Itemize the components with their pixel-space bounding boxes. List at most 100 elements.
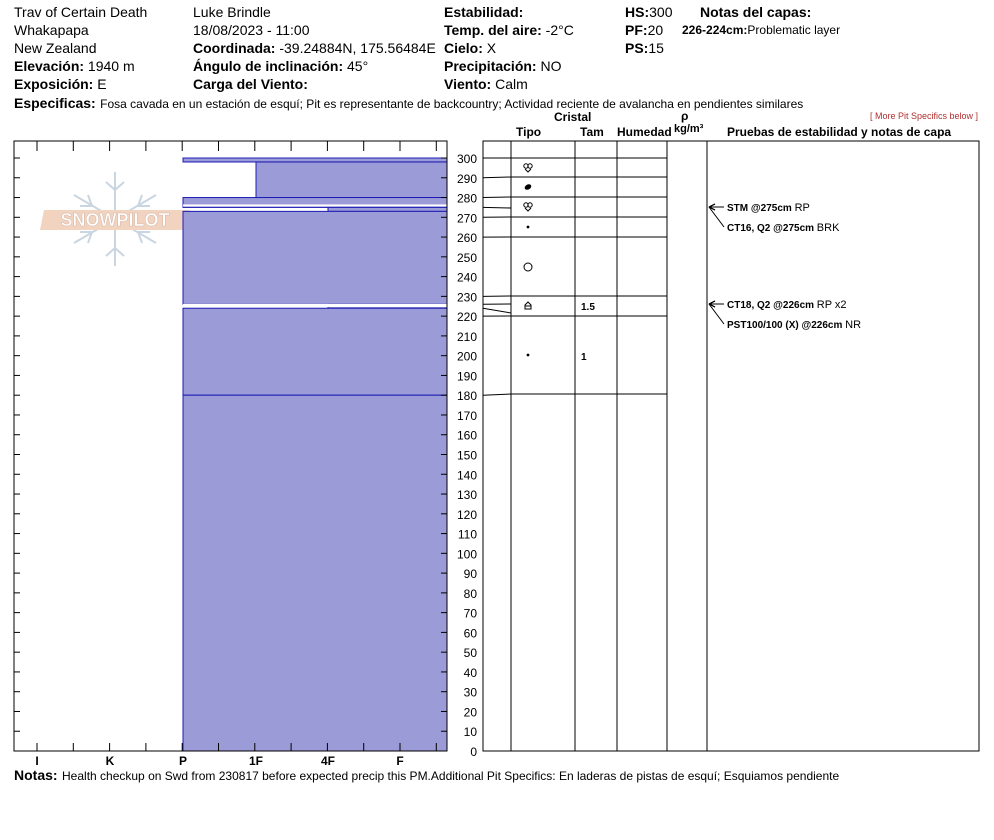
col-moisture: Humedad <box>617 125 672 139</box>
stability-test-code: STM @275cm <box>727 203 795 214</box>
observer: Luke Brindle <box>193 4 271 20</box>
hardness-layer <box>327 206 448 212</box>
depth-label: 250 <box>457 251 477 265</box>
coordinates: Coordinada: -39.24884N, 175.56484E <box>193 41 436 55</box>
depth-label: 200 <box>457 350 477 364</box>
hardness-frame-border <box>13 140 448 752</box>
layer-boundaries <box>482 157 667 396</box>
depth-label: 300 <box>457 152 477 166</box>
wind-load-label: Carga del Viento: <box>193 76 308 92</box>
air-temp-value: -2°C <box>545 22 574 38</box>
stability-test-label: PST100/100 (X) @226cm NR <box>727 319 861 331</box>
pf: PF:20 <box>625 23 663 37</box>
coord-value: -39.24884N, 175.56484E <box>279 40 436 56</box>
stability-tests: STM @275cm RP CT16, Q2 @275cm BRK CT18, Q2… <box>708 202 861 331</box>
depth-label: 140 <box>457 468 477 482</box>
mixed-forms-icon <box>524 207 532 212</box>
depth-axis: 3002902802702602502402302202102001901801… <box>457 152 477 759</box>
ps: PS:15 <box>625 41 664 55</box>
depth-hoar-icon <box>524 301 532 310</box>
air-temp-label: Temp. del aire: <box>444 22 542 38</box>
sky: Cielo: X <box>444 41 496 55</box>
slope-value: 45° <box>347 58 369 74</box>
precip-value: NO <box>540 58 562 74</box>
depth-label: 230 <box>457 290 477 304</box>
notes-text: Health checkup on Swd from 230817 before… <box>62 769 840 783</box>
layer-connector <box>482 206 512 209</box>
wind: Viento: Calm <box>444 77 528 91</box>
ice-formation-icon <box>524 184 532 190</box>
grain-size-label: 1 <box>581 352 587 363</box>
hs-label: HS: <box>625 4 650 20</box>
depth-label: 170 <box>457 409 477 423</box>
table-border <box>482 140 980 752</box>
region: Whakapapa <box>14 22 89 38</box>
elevation-value: 1940 m <box>87 58 135 74</box>
depth-label: 130 <box>457 488 477 502</box>
specifics: Especificas: Fosa cavada en un estación … <box>14 96 803 112</box>
depth-label: 40 <box>464 666 478 680</box>
arrow-head-icon <box>708 203 716 211</box>
grain-size-label: 1.5 <box>581 302 595 313</box>
depth-label: 100 <box>457 547 477 561</box>
hardness-frame <box>13 140 448 752</box>
hardness-layer <box>255 161 448 199</box>
elevation: Elevación: 1940 m <box>14 59 135 73</box>
coord-label: Coordinada: <box>193 40 276 56</box>
datetime: 18/08/2023 - 11:00 <box>193 22 310 38</box>
layer-note-text: Problematic layer <box>747 23 841 37</box>
layer-connector <box>482 196 512 199</box>
slope-label: Ángulo de inclinación: <box>193 58 344 74</box>
mixed-forms-icon <box>527 202 533 208</box>
logo-text: SNOWPILOT <box>61 210 170 230</box>
depth-label: 0 <box>470 745 477 759</box>
stability-test-result: RP <box>795 202 810 214</box>
ps-value: 15 <box>648 40 664 56</box>
country: New Zealand <box>14 40 97 56</box>
depth-label: 20 <box>464 705 478 719</box>
col-density-unit: kg/m³ <box>674 123 704 135</box>
layer-gap <box>183 303 447 308</box>
hardness-layer <box>182 307 448 396</box>
mixed-forms-icon <box>524 168 532 173</box>
depth-label: 90 <box>464 567 478 581</box>
aspect-value: E <box>97 76 107 92</box>
depth-label: 160 <box>457 429 477 443</box>
depth-label: 240 <box>457 271 477 285</box>
hardness-layer <box>182 394 448 752</box>
col-crystal: Cristal <box>554 110 592 124</box>
depth-label: 180 <box>457 389 477 403</box>
precip-label: Precipitación: <box>444 58 537 74</box>
depth-label: 290 <box>457 172 477 186</box>
precip-particle-icon <box>526 225 530 229</box>
stability-test-result: BRK <box>817 222 840 234</box>
depth-label: 30 <box>464 686 478 700</box>
stability-test-label: CT18, Q2 @226cm RP x2 <box>727 299 847 311</box>
stability-test-label: STM @275cm RP <box>727 202 810 214</box>
precipitation: Precipitación: NO <box>444 59 561 73</box>
stability-label: Estabilidad: <box>444 4 524 20</box>
depth-label: 260 <box>457 231 477 245</box>
hardness-layer <box>182 210 448 305</box>
stability-test-code: CT16, Q2 @275cm <box>727 223 817 234</box>
sky-value: X <box>486 40 497 56</box>
slope-angle: Ángulo de inclinación: 45° <box>193 59 368 73</box>
stability-test-code: CT18, Q2 @226cm <box>727 300 817 311</box>
depth-label: 270 <box>457 211 477 225</box>
stability-test-code: PST100/100 (X) @226cm <box>727 320 845 331</box>
depth-label: 10 <box>464 725 478 739</box>
more-specifics-link[interactable]: [ More Pit Specifics below ] <box>870 111 979 121</box>
wind-value: Calm <box>495 76 528 92</box>
aspect-label: Exposición: <box>14 76 94 92</box>
hardness-layer <box>182 157 448 163</box>
col-type: Tipo <box>516 125 542 139</box>
notes: Notas: Health checkup on Swd from 230817… <box>14 768 839 784</box>
layer-gap <box>183 204 447 207</box>
depth-label: 150 <box>457 449 477 463</box>
layer-notes-title: Notas del capas: <box>700 4 812 20</box>
location-name: Trav of Certain Death <box>14 4 148 20</box>
col-rho: ρ <box>681 109 689 123</box>
air-temp: Temp. del aire: -2°C <box>444 23 574 37</box>
depth-label: 60 <box>464 626 478 640</box>
